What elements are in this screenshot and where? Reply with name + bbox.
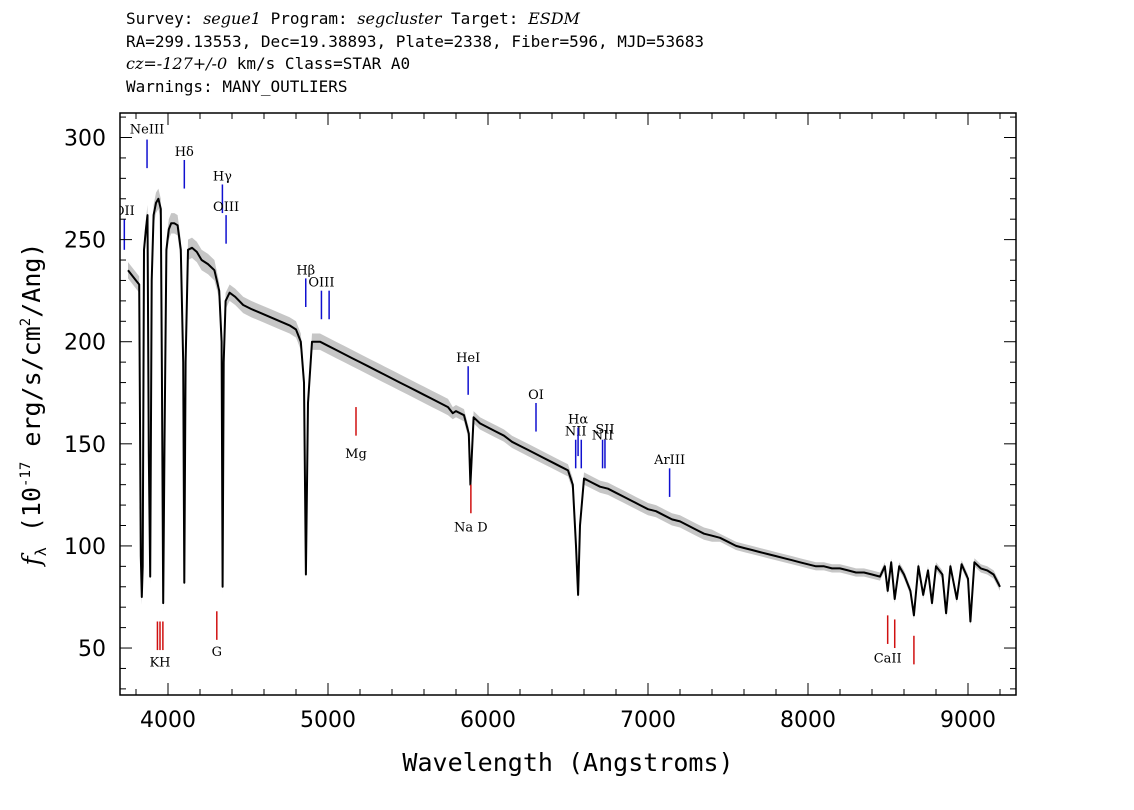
- absorption-line-label: Na D: [454, 521, 488, 536]
- emission-line-label: Hγ: [213, 169, 232, 184]
- emission-line-label: NeIII: [130, 122, 164, 137]
- survey-label: Survey:: [126, 9, 194, 28]
- spectral-line-markers: OIINeIIIHδHγOIIIHβOIIIHeIOINIIHαNIISIIAr…: [114, 122, 915, 670]
- y-tick-label: 250: [64, 229, 106, 254]
- absorption-line-label: CaII: [874, 651, 902, 666]
- emission-line-label: Hβ: [296, 263, 315, 278]
- emission-line-label: NII: [592, 429, 614, 444]
- program-label: Program:: [270, 9, 348, 28]
- target-label: Target:: [451, 9, 519, 28]
- emission-line-label: Hα: [568, 412, 588, 427]
- emission-line-label: Hδ: [175, 145, 194, 160]
- error-band: [128, 188, 1000, 626]
- y-tick-label: 150: [64, 433, 106, 458]
- flux-error-band: [128, 188, 1000, 626]
- class-line: km/s Class=STAR A0: [236, 54, 411, 73]
- emission-line-label: NII: [565, 425, 587, 440]
- x-tick-label: 5000: [300, 708, 356, 733]
- absorption-line-label: Mg: [345, 447, 367, 462]
- x-tick-label: 9000: [940, 708, 996, 733]
- flux-spectrum: [127, 197, 1001, 623]
- y-tick-label: 300: [64, 127, 106, 152]
- emission-line-label: OIII: [308, 276, 334, 291]
- x-axis-title: Wavelength (Angstroms): [402, 748, 733, 777]
- y-tick-label: 200: [64, 331, 106, 356]
- emission-line-label: OII: [114, 204, 135, 219]
- absorption-line-label: KH: [149, 655, 170, 670]
- emission-line-label: ArIII: [653, 453, 685, 468]
- warnings-line: Warnings: MANY_OUTLIERS: [126, 76, 348, 96]
- program-value: segcluster: [357, 9, 442, 28]
- x-tick-label: 8000: [780, 708, 836, 733]
- axis-tick-labels: 4000 5000 6000 7000 8000 9000 50 100 150 200 250 30…: [64, 127, 996, 733]
- plot-frame: [119, 112, 1017, 696]
- target-value: ESDM: [528, 9, 580, 28]
- redshift-value: cz=-127+/-0: [126, 54, 228, 73]
- absorption-line-label: G: [212, 645, 222, 660]
- survey-value: segue1: [203, 9, 261, 28]
- x-tick-label: 7000: [620, 708, 676, 733]
- x-tick-label: 6000: [460, 708, 516, 733]
- emission-line-label: SII: [595, 423, 614, 438]
- y-tick-label: 100: [64, 535, 106, 560]
- spectrum-header: Survey: segue1 Program: segcluster Targe…: [126, 8, 704, 98]
- y-axis-title: fλ (10-17 erg/s/cm2/Ang): [17, 243, 50, 568]
- emission-line-label: OI: [528, 388, 544, 403]
- x-tick-label: 4000: [140, 708, 196, 733]
- emission-line-label: HeI: [456, 351, 480, 366]
- y-tick-label: 50: [78, 637, 106, 662]
- spectrum-line: [127, 197, 1001, 623]
- coordinates-line: RA=299.13553, Dec=19.38893, Plate=2338, …: [126, 31, 704, 51]
- axis-ticks: [120, 113, 1016, 695]
- emission-line-label: OIII: [213, 200, 239, 215]
